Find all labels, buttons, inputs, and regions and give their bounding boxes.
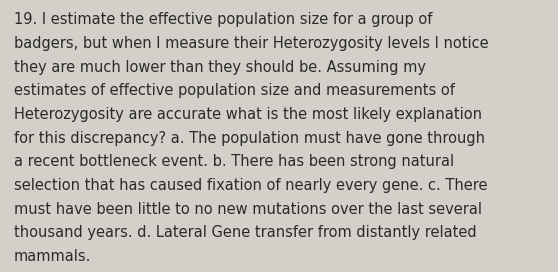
Text: they are much lower than they should be. Assuming my: they are much lower than they should be.…	[14, 60, 426, 75]
Text: estimates of effective population size and measurements of: estimates of effective population size a…	[14, 83, 455, 98]
Text: badgers, but when I measure their Heterozygosity levels I notice: badgers, but when I measure their Hetero…	[14, 36, 489, 51]
Text: must have been little to no new mutations over the last several: must have been little to no new mutation…	[14, 202, 482, 217]
Text: Heterozygosity are accurate what is the most likely explanation: Heterozygosity are accurate what is the …	[14, 107, 482, 122]
Text: 19. I estimate the effective population size for a group of: 19. I estimate the effective population …	[14, 12, 432, 27]
Text: for this discrepancy? a. The population must have gone through: for this discrepancy? a. The population …	[14, 131, 485, 146]
Text: mammals.: mammals.	[14, 249, 92, 264]
Text: thousand years. d. Lateral Gene transfer from distantly related: thousand years. d. Lateral Gene transfer…	[14, 225, 477, 240]
Text: a recent bottleneck event. b. There has been strong natural: a recent bottleneck event. b. There has …	[14, 154, 454, 169]
Text: selection that has caused fixation of nearly every gene. c. There: selection that has caused fixation of ne…	[14, 178, 488, 193]
